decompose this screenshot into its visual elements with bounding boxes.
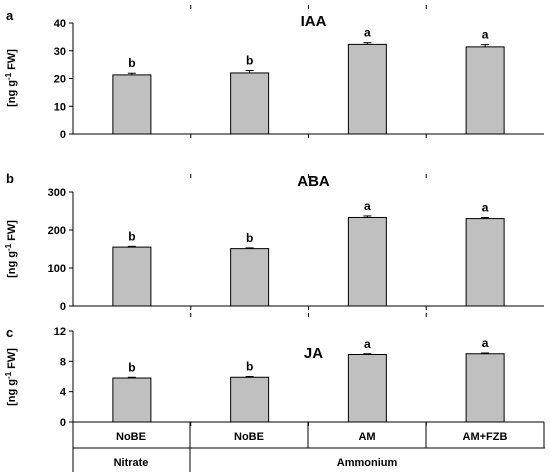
y-axis-label-b: [ng g-1 FW] xyxy=(4,220,19,278)
significance-letter-c-0: b xyxy=(128,360,135,374)
significance-letter-c-2: a xyxy=(364,337,371,351)
significance-letter-b-0: b xyxy=(128,229,135,243)
y-axis-label-part: FW] xyxy=(6,220,18,244)
significance-letter-b-3: a xyxy=(482,200,489,214)
category-table: NoBE NoBE AM AM+FZB Nitrate Ammonium xyxy=(72,422,545,472)
y-axis-label-part: FW] xyxy=(6,49,18,73)
bar-b-0 xyxy=(112,246,152,307)
y-axis-label-part: [ng g xyxy=(6,379,18,406)
significance-letter-a-0: b xyxy=(128,56,135,70)
y-tick-label-a: 40 xyxy=(54,18,66,30)
y-axis-label-superscript: -1 xyxy=(4,371,13,379)
y-axis-label-part: FW] xyxy=(6,348,18,372)
y-axis-label-superscript: -1 xyxy=(4,243,13,251)
significance-letter-c-3: a xyxy=(482,336,489,350)
y-tick-label-c: 8 xyxy=(60,356,66,368)
table-cell-am-fzb: AM+FZB xyxy=(463,431,508,443)
y-tick-label-b: 0 xyxy=(60,301,66,313)
table-cell-nobe-2: NoBE xyxy=(234,431,264,443)
bar-c-2 xyxy=(347,354,387,423)
panel-letter-a: a xyxy=(6,8,14,23)
bar-a-1 xyxy=(230,72,270,135)
table-cell-nitrate: Nitrate xyxy=(114,457,149,469)
y-axis-label-c: [ng g-1 FW] xyxy=(4,348,19,406)
y-tick-label-c: 4 xyxy=(60,387,67,399)
y-axis-label-part: [ng g xyxy=(6,251,18,278)
y-tick-label-b: 300 xyxy=(48,187,66,199)
bar-a-3 xyxy=(465,46,505,135)
bar-c-0 xyxy=(112,377,152,423)
significance-letter-c-1: b xyxy=(246,360,253,374)
bar-a-2 xyxy=(347,43,387,135)
bar-b-1 xyxy=(230,248,270,307)
significance-letter-a-2: a xyxy=(364,26,371,40)
significance-letter-b-1: b xyxy=(246,231,253,245)
bar-b-3 xyxy=(465,218,505,307)
y-axis-label-a: [ng g-1 FW] xyxy=(4,49,19,107)
panel-title-b: ABA xyxy=(297,173,330,190)
y-tick-label-c: 0 xyxy=(60,417,66,429)
y-axis-label-superscript: -1 xyxy=(4,72,13,80)
panel-letter-c: c xyxy=(6,325,13,340)
bar-c-1 xyxy=(230,376,270,423)
y-tick-label-b: 100 xyxy=(48,263,66,275)
significance-letter-b-2: a xyxy=(364,199,371,213)
panel-a: a IAA [ng g-1 FW] 0 10 20 30 40 b b a a xyxy=(4,5,544,141)
y-tick-label-a: 10 xyxy=(54,101,66,113)
significance-letter-a-1: b xyxy=(246,53,253,67)
table-cell-ammonium: Ammonium xyxy=(337,457,398,469)
panel-c: c JA [ng g-1 FW] 0 4 8 12 b b a a xyxy=(4,313,544,429)
y-tick-label-a: 30 xyxy=(54,46,66,58)
y-tick-label-c: 12 xyxy=(54,326,66,338)
bar-b-2 xyxy=(347,216,387,307)
panel-title-c: JA xyxy=(304,345,323,362)
y-tick-label-a: 0 xyxy=(60,129,66,141)
bar-c-3 xyxy=(465,353,505,423)
panel-letter-b: b xyxy=(6,171,14,186)
y-axis-label-part: [ng g xyxy=(6,80,18,107)
bar-a-0 xyxy=(112,74,152,135)
panel-b: b ABA [ng g-1 FW] 0 100 200 300 b b a a xyxy=(4,171,544,313)
panel-title-a: IAA xyxy=(301,13,327,30)
y-tick-label-a: 20 xyxy=(54,74,66,86)
table-cell-nobe-1: NoBE xyxy=(116,431,146,443)
y-tick-label-b: 200 xyxy=(48,225,66,237)
significance-letter-a-3: a xyxy=(482,28,489,42)
table-cell-am: AM xyxy=(358,431,375,443)
